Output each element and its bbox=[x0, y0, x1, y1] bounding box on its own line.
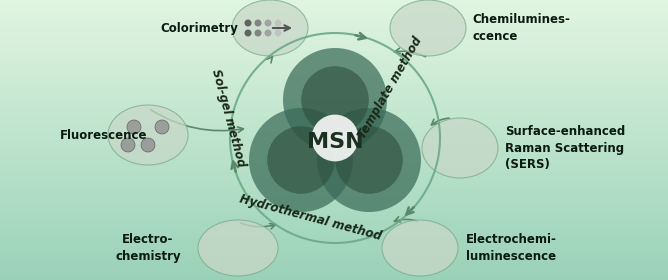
Bar bbox=[0, 191, 668, 197]
Ellipse shape bbox=[232, 0, 308, 56]
Ellipse shape bbox=[317, 108, 421, 212]
Bar bbox=[0, 275, 668, 280]
Bar bbox=[0, 168, 668, 174]
Bar bbox=[0, 84, 668, 90]
Text: Sol-gel method: Sol-gel method bbox=[208, 68, 247, 168]
Bar bbox=[0, 89, 668, 94]
Bar bbox=[0, 229, 668, 234]
Bar bbox=[0, 70, 668, 76]
Bar bbox=[0, 9, 668, 15]
Bar bbox=[0, 47, 668, 52]
Ellipse shape bbox=[301, 66, 369, 134]
Bar bbox=[0, 61, 668, 66]
Ellipse shape bbox=[249, 108, 353, 212]
Text: Chemilumines-
ccence: Chemilumines- ccence bbox=[472, 13, 570, 43]
Ellipse shape bbox=[275, 20, 281, 27]
Ellipse shape bbox=[244, 29, 251, 36]
Bar bbox=[0, 112, 668, 118]
Bar bbox=[0, 37, 668, 43]
Bar bbox=[0, 252, 668, 258]
Bar bbox=[0, 205, 668, 211]
Bar bbox=[0, 28, 668, 34]
Bar bbox=[0, 0, 668, 6]
Bar bbox=[0, 219, 668, 225]
Ellipse shape bbox=[311, 115, 359, 161]
Bar bbox=[0, 149, 668, 155]
Ellipse shape bbox=[127, 120, 141, 134]
Bar bbox=[0, 33, 668, 38]
Bar bbox=[0, 117, 668, 122]
Bar bbox=[0, 182, 668, 188]
Text: MSN: MSN bbox=[307, 132, 363, 152]
Bar bbox=[0, 173, 668, 178]
Bar bbox=[0, 42, 668, 48]
Bar bbox=[0, 261, 668, 267]
Bar bbox=[0, 103, 668, 108]
Text: Colorimetry: Colorimetry bbox=[160, 22, 238, 34]
Bar bbox=[0, 257, 668, 262]
Ellipse shape bbox=[198, 220, 278, 276]
Bar bbox=[0, 56, 668, 62]
Ellipse shape bbox=[141, 138, 155, 152]
Ellipse shape bbox=[265, 29, 271, 36]
Bar bbox=[0, 5, 668, 10]
Bar bbox=[0, 98, 668, 104]
Bar bbox=[0, 224, 668, 230]
Bar bbox=[0, 135, 668, 141]
Bar bbox=[0, 247, 668, 253]
Bar bbox=[0, 51, 668, 57]
Bar bbox=[0, 145, 668, 150]
Bar bbox=[0, 233, 668, 239]
Bar bbox=[0, 196, 668, 202]
Bar bbox=[0, 238, 668, 244]
Bar bbox=[0, 266, 668, 272]
Bar bbox=[0, 140, 668, 146]
Ellipse shape bbox=[155, 120, 169, 134]
Bar bbox=[0, 210, 668, 216]
Ellipse shape bbox=[275, 29, 281, 36]
Ellipse shape bbox=[244, 20, 251, 27]
Bar bbox=[0, 23, 668, 29]
Ellipse shape bbox=[390, 0, 466, 56]
Bar bbox=[0, 201, 668, 206]
Ellipse shape bbox=[283, 48, 387, 152]
Ellipse shape bbox=[382, 220, 458, 276]
Ellipse shape bbox=[255, 29, 261, 36]
Bar bbox=[0, 271, 668, 276]
Bar bbox=[0, 19, 668, 24]
Bar bbox=[0, 177, 668, 183]
Bar bbox=[0, 65, 668, 71]
Text: Electrochemi-
luminescence: Electrochemi- luminescence bbox=[466, 233, 557, 263]
Ellipse shape bbox=[265, 20, 271, 27]
Bar bbox=[0, 163, 668, 169]
Bar bbox=[0, 187, 668, 192]
Text: Fluorescence: Fluorescence bbox=[60, 129, 148, 141]
Ellipse shape bbox=[108, 105, 188, 165]
Text: Electro-
chemistry: Electro- chemistry bbox=[115, 233, 181, 263]
Bar bbox=[0, 107, 668, 113]
Bar bbox=[0, 79, 668, 85]
Ellipse shape bbox=[267, 126, 335, 194]
Text: Template method: Template method bbox=[355, 35, 424, 141]
Bar bbox=[0, 14, 668, 20]
Ellipse shape bbox=[422, 118, 498, 178]
Ellipse shape bbox=[121, 138, 135, 152]
Text: Surface-enhanced
Raman Scattering
(SERS): Surface-enhanced Raman Scattering (SERS) bbox=[505, 125, 625, 171]
Bar bbox=[0, 93, 668, 99]
Bar bbox=[0, 154, 668, 160]
Bar bbox=[0, 75, 668, 80]
Bar bbox=[0, 159, 668, 164]
Bar bbox=[0, 215, 668, 220]
Bar bbox=[0, 131, 668, 136]
Ellipse shape bbox=[335, 126, 403, 194]
Text: Hydrothermal method: Hydrothermal method bbox=[238, 193, 383, 243]
Bar bbox=[0, 243, 668, 248]
Bar bbox=[0, 126, 668, 132]
Bar bbox=[0, 121, 668, 127]
Ellipse shape bbox=[255, 20, 261, 27]
